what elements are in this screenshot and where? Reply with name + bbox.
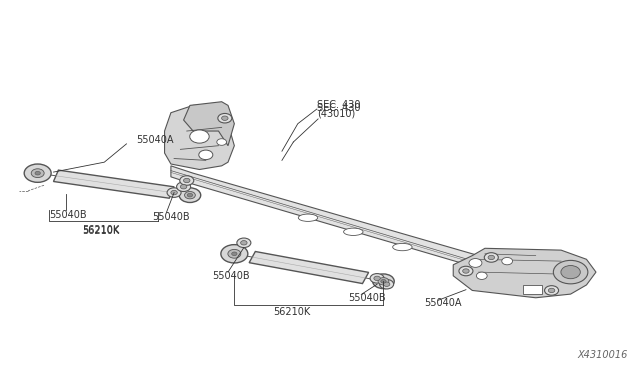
Text: X4310016: X4310016 <box>577 350 628 360</box>
Ellipse shape <box>372 274 394 289</box>
Ellipse shape <box>171 190 177 195</box>
Ellipse shape <box>188 193 193 197</box>
Ellipse shape <box>476 272 487 279</box>
Ellipse shape <box>221 116 228 121</box>
Text: 55040B: 55040B <box>212 271 250 281</box>
Polygon shape <box>523 285 542 294</box>
Ellipse shape <box>241 241 247 245</box>
Polygon shape <box>184 102 234 146</box>
Ellipse shape <box>228 249 241 258</box>
Ellipse shape <box>24 164 51 182</box>
Ellipse shape <box>221 245 248 263</box>
Ellipse shape <box>199 150 213 160</box>
Ellipse shape <box>31 169 44 177</box>
Ellipse shape <box>545 286 559 295</box>
Text: (43010): (43010) <box>317 108 355 118</box>
Text: 56210K: 56210K <box>83 225 120 235</box>
Ellipse shape <box>179 188 201 202</box>
Ellipse shape <box>502 257 513 265</box>
Ellipse shape <box>488 255 495 260</box>
Ellipse shape <box>167 188 181 198</box>
Text: 55040B: 55040B <box>349 293 386 303</box>
Ellipse shape <box>180 176 194 185</box>
Polygon shape <box>54 170 174 198</box>
Ellipse shape <box>232 252 237 256</box>
Ellipse shape <box>548 288 555 293</box>
Text: 55040A: 55040A <box>136 135 173 145</box>
Ellipse shape <box>184 178 190 183</box>
Polygon shape <box>164 105 234 170</box>
Text: 55040B: 55040B <box>152 212 189 222</box>
Ellipse shape <box>484 253 499 262</box>
Ellipse shape <box>184 192 195 199</box>
Ellipse shape <box>218 113 232 123</box>
Polygon shape <box>453 248 596 298</box>
Ellipse shape <box>380 279 394 289</box>
Text: SEC. 430: SEC. 430 <box>317 100 360 110</box>
Ellipse shape <box>298 214 317 221</box>
Ellipse shape <box>463 269 469 273</box>
Ellipse shape <box>35 171 40 175</box>
Text: 55040B: 55040B <box>49 210 86 220</box>
Ellipse shape <box>393 243 412 251</box>
Ellipse shape <box>189 130 209 143</box>
Ellipse shape <box>374 276 380 280</box>
Ellipse shape <box>370 273 384 283</box>
Polygon shape <box>171 166 561 289</box>
Text: 56210K: 56210K <box>273 307 310 317</box>
Ellipse shape <box>554 260 588 284</box>
Ellipse shape <box>177 182 191 192</box>
Polygon shape <box>249 251 369 283</box>
Text: 56210K: 56210K <box>83 225 120 235</box>
Ellipse shape <box>180 185 187 189</box>
Ellipse shape <box>469 259 482 267</box>
Ellipse shape <box>217 139 227 145</box>
Ellipse shape <box>237 238 251 247</box>
Ellipse shape <box>383 282 390 286</box>
Ellipse shape <box>561 266 580 279</box>
Ellipse shape <box>378 278 389 285</box>
Text: SEC. 430: SEC. 430 <box>317 103 360 113</box>
Ellipse shape <box>459 266 473 276</box>
Ellipse shape <box>344 228 363 235</box>
Ellipse shape <box>381 279 386 283</box>
Text: 55040A: 55040A <box>425 298 462 308</box>
